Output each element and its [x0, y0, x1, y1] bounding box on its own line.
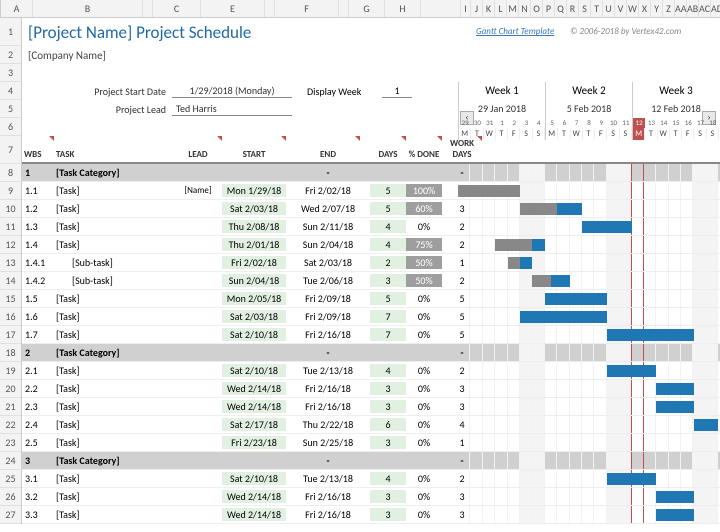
table-row[interactable]: 2.1[Task]Sat 2/10/18Tue 2/13/1840%2	[22, 362, 720, 380]
header-end: END	[320, 149, 336, 160]
header-start: START	[243, 149, 266, 160]
header-done: % DONE	[409, 149, 440, 160]
template-link[interactable]: Gantt Chart Template	[476, 26, 554, 37]
table-row[interactable]: 1.4.1[Sub-task]Fri 2/02/18Sat 2/03/18250…	[22, 254, 720, 272]
column-headers: ABCEFGHIJKLMNOPQRSTUVWXYZAAABACADAE	[0, 0, 720, 18]
page-title: [Project Name] Project Schedule	[22, 22, 251, 43]
lead-label: Project Lead	[22, 103, 172, 116]
table-row[interactable]: 1.6[Task]Sat 2/03/18Fri 2/09/1870%5	[22, 308, 720, 326]
header-wbs: WBS	[24, 149, 41, 160]
table-row[interactable]: 1.3[Task]Thu 2/08/18Sun 2/11/1840%2	[22, 218, 720, 236]
display-week-label: Display Week	[307, 85, 361, 98]
table-row[interactable]: 1.4[Task]Thu 2/01/18Sun 2/04/18475%2	[22, 236, 720, 254]
table-row[interactable]: 3[Task Category]--	[22, 452, 720, 470]
start-date-value[interactable]: 1/29/2018 (Monday)	[172, 84, 292, 98]
header-task: TASK	[56, 149, 74, 160]
header-work: WORK DAYS	[442, 138, 482, 160]
row-numbers: 1234567891011121314151617181920212223242…	[0, 18, 22, 524]
display-week-value[interactable]: 1	[382, 84, 412, 98]
table-row[interactable]: 1.5[Task]Mon 2/05/18Fri 2/09/1850%5	[22, 290, 720, 308]
table-row[interactable]: 3.2[Task]Wed 2/14/18Fri 2/16/1830%3	[22, 488, 720, 506]
table-row[interactable]: 2.3[Task]Wed 2/14/18Fri 2/16/1830%3	[22, 398, 720, 416]
table-row[interactable]: 2.4[Task]Sat 2/17/18Thu 2/22/1860%4	[22, 416, 720, 434]
week-headers: Week 129 Jan 20182930311234MTWTFSSWeek 2…	[458, 82, 719, 140]
table-row[interactable]: 1[Task Category]--	[22, 164, 720, 182]
company-name: [Company Name]	[22, 49, 106, 62]
table-row[interactable]: 2[Task Category]--	[22, 344, 720, 362]
table-row[interactable]: 2.5[Task]Fri 2/23/18Sun 2/25/1830%1	[22, 434, 720, 452]
header-lead: LEAD	[188, 149, 207, 160]
table-row[interactable]: 1.4.2[Sub-task]Sun 2/04/18Tue 2/06/18350…	[22, 272, 720, 290]
table-row[interactable]: 1.2[Task]Sat 2/03/18Wed 2/07/18560%3	[22, 200, 720, 218]
header-days: DAYS	[379, 149, 398, 160]
table-row[interactable]: 3.3[Task]Wed 2/14/18Fri 2/16/1830%3	[22, 506, 720, 524]
lead-value[interactable]: Ted Harris	[172, 102, 292, 116]
table-row[interactable]: 1.1[Task][Name]Mon 1/29/18Fri 2/02/18510…	[22, 182, 720, 200]
table-row[interactable]: 1.7[Task]Sat 2/10/18Fri 2/16/1870%5	[22, 326, 720, 344]
table-row[interactable]: 3.1[Task]Sat 2/10/18Tue 2/13/1840%2	[22, 470, 720, 488]
table-row[interactable]: 2.2[Task]Wed 2/14/18Fri 2/16/1830%3	[22, 380, 720, 398]
copyright-text: © 2006-2018 by Vertex42.com	[570, 26, 681, 37]
table-header: WBS TASK LEAD START END DAYS % DONE WORK…	[22, 136, 720, 164]
start-date-label: Project Start Date	[22, 85, 172, 98]
